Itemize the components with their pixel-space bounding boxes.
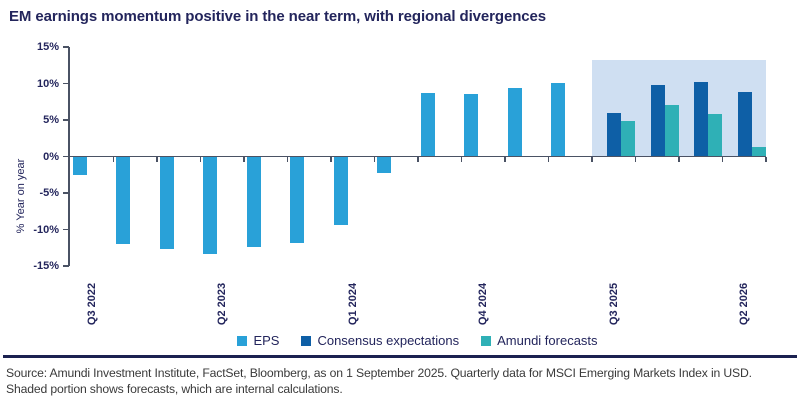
bar-amundi-forecasts-q2-2026 xyxy=(751,147,766,157)
x-tick-mark xyxy=(591,157,593,163)
legend-label: Consensus expectations xyxy=(317,333,460,348)
x-tick-mark xyxy=(156,157,158,163)
x-tick-mark xyxy=(373,157,376,163)
x-axis-label-q3-2022: Q3 2022 xyxy=(85,282,98,326)
legend-marker-amundi-forecasts xyxy=(481,335,492,346)
x-tick-mark xyxy=(504,157,506,163)
x-axis-label-q1-2024: Q1 2024 xyxy=(346,282,359,326)
x-tick-mark xyxy=(112,157,115,163)
bar-eps-q2-2024 xyxy=(377,156,391,174)
y-tick-mark xyxy=(63,119,69,121)
bar-eps-q4-2024 xyxy=(464,93,478,157)
x-axis-label-q2-2026: Q2 2026 xyxy=(738,282,751,326)
bar-eps-q3-2022 xyxy=(72,156,87,175)
y-tick-label: 0% xyxy=(43,150,59,163)
bar-eps-q1-2024 xyxy=(333,156,348,226)
x-axis-label-q2-2023: Q2 2023 xyxy=(216,282,229,326)
y-tick-mark xyxy=(63,192,69,194)
bar-eps-q2-2025 xyxy=(551,82,565,157)
bar-amundi-forecasts-q3-2025 xyxy=(621,121,635,157)
plot-area: 15% 10% 5% 0% -5% -10% -15% Q3 2022 Q2 2023 Q1 20… xyxy=(33,41,767,326)
y-tick-label: -15% xyxy=(33,260,59,272)
legend-item-eps: EPS xyxy=(237,333,279,348)
bar-consensus-expectations-q2-2026 xyxy=(737,91,752,157)
x-axis-label-q3-2025: Q3 2025 xyxy=(607,282,620,326)
x-tick-mark xyxy=(634,157,637,163)
bar-consensus-expectations-q4-2025 xyxy=(650,84,665,157)
footer-divider xyxy=(3,355,797,358)
bar-eps-q2-2023 xyxy=(203,156,217,255)
legend-item-consensus-expectations: Consensus expectations xyxy=(301,333,459,348)
y-tick-mark xyxy=(63,265,69,267)
bar-eps-q1-2023 xyxy=(159,156,174,250)
x-tick-mark xyxy=(243,157,245,163)
y-tick-label: 15% xyxy=(36,41,59,53)
bar-amundi-forecasts-q4-2025 xyxy=(664,105,679,157)
legend-item-amundi-forecasts: Amundi forecasts xyxy=(481,333,598,348)
bar-amundi-forecasts-q1-2026 xyxy=(708,114,722,157)
chart-area: % Year on year 15% 10% 5% 0% -5% -10% -15% Q3 2… xyxy=(0,40,800,335)
x-tick-mark xyxy=(547,157,550,163)
y-tick-label: 5% xyxy=(43,114,59,126)
chart-title: EM earnings momentum positive in the nea… xyxy=(9,8,546,25)
bar-consensus-expectations-q3-2025 xyxy=(607,112,621,157)
x-tick-mark xyxy=(460,157,463,163)
bar-eps-q4-2023 xyxy=(290,156,304,243)
bar-consensus-expectations-q1-2026 xyxy=(694,82,708,157)
x-tick-mark xyxy=(330,157,332,163)
bar-eps-q1-2025 xyxy=(507,87,522,157)
legend-marker-eps xyxy=(237,335,248,346)
source-note-line2: Shaded portion shows forecasts, which ar… xyxy=(6,382,343,396)
y-tick-label: -10% xyxy=(33,223,59,236)
x-tick-mark xyxy=(199,157,202,163)
legend-label: EPS xyxy=(253,333,280,348)
y-tick-label: 10% xyxy=(36,77,59,90)
x-tick-mark xyxy=(678,157,680,163)
legend: EPS Consensus expectations Amundi forecast… xyxy=(69,333,766,348)
bar-eps-q3-2023 xyxy=(246,156,261,248)
bar-eps-q4-2022 xyxy=(116,156,130,245)
x-tick-mark xyxy=(417,157,419,163)
y-tick-mark xyxy=(63,155,69,158)
x-tick-mark xyxy=(765,157,767,163)
x-axis-line xyxy=(68,155,766,158)
legend-marker-consensus-expectations xyxy=(301,335,312,346)
source-note-line1: Source: Amundi Investment Institute, Fac… xyxy=(6,366,752,380)
bar-eps-q3-2024 xyxy=(420,92,435,157)
x-tick-mark xyxy=(286,157,289,163)
x-tick-mark xyxy=(721,157,724,163)
y-tick-mark xyxy=(63,82,69,85)
x-axis-label-q4-2024: Q4 2024 xyxy=(477,282,490,326)
y-tick-label: -5% xyxy=(39,187,59,199)
legend-label: Amundi forecasts xyxy=(497,333,598,348)
y-tick-mark xyxy=(63,228,69,231)
y-tick-mark xyxy=(63,46,69,48)
